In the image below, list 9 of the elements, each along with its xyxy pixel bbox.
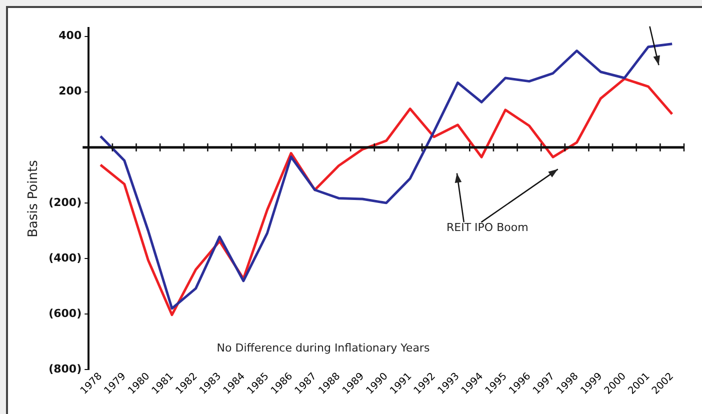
annotation: No Difference during Inflationary Years bbox=[216, 342, 430, 355]
y-tick-label: 400 bbox=[58, 29, 82, 42]
annotation: REIT IPO Boom bbox=[446, 221, 528, 234]
y-tick-label: 200 bbox=[58, 84, 82, 98]
y-tick-label: (200) bbox=[48, 196, 82, 209]
y-tick-label: (800) bbox=[48, 362, 82, 376]
y-axis-title: Basis Points bbox=[26, 160, 42, 238]
y-tick-label: (600) bbox=[48, 306, 82, 320]
y-tick-label: (400) bbox=[48, 251, 82, 264]
